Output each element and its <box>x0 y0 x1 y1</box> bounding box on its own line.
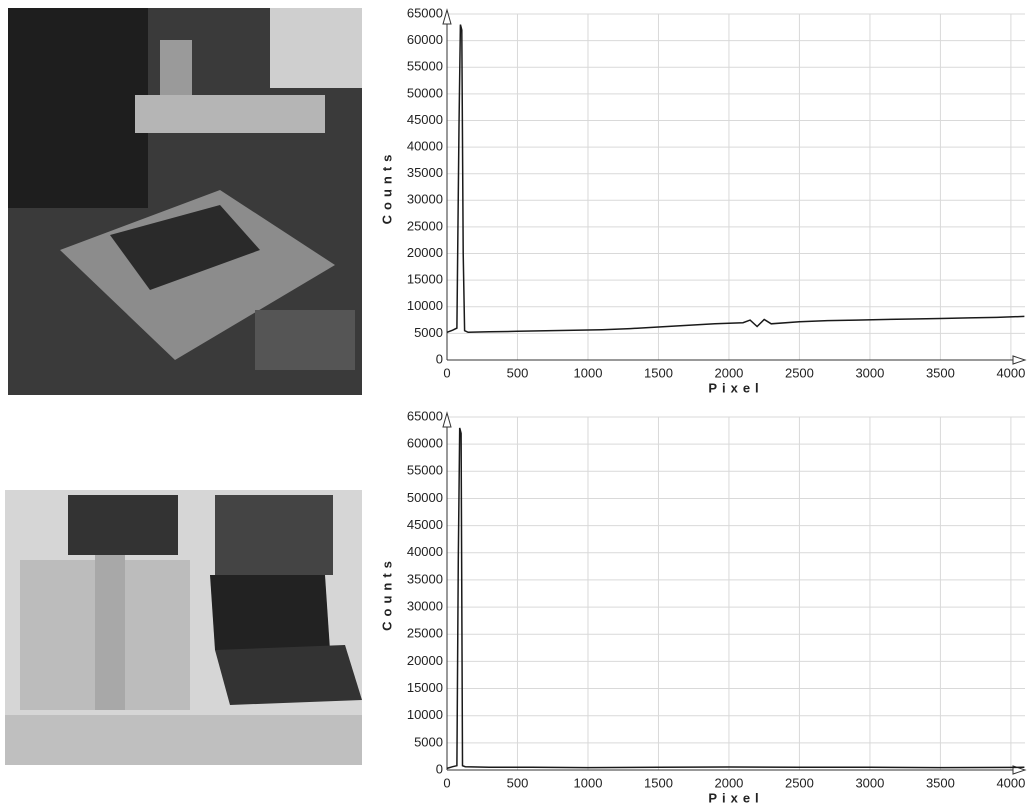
y-tick-label: 25000 <box>407 218 443 233</box>
y-tick-label: 10000 <box>407 298 443 313</box>
y-axis-label: Counts <box>379 150 394 225</box>
y-tick-label: 40000 <box>407 544 443 559</box>
y-tick-label: 15000 <box>407 272 443 287</box>
x-tick-label: 1000 <box>574 365 603 380</box>
y-tick-label: 15000 <box>407 680 443 695</box>
y-tick-label: 25000 <box>407 626 443 641</box>
x-tick-label: 500 <box>507 365 529 380</box>
y-tick-label: 40000 <box>407 139 443 154</box>
x-tick-label: 4000 <box>996 775 1025 790</box>
axis-arrow <box>1012 355 1027 365</box>
y-tick-label: 65000 <box>407 5 443 20</box>
x-tick-label: 500 <box>507 775 529 790</box>
y-tick-label: 45000 <box>407 517 443 532</box>
y-tick-label: 20000 <box>407 653 443 668</box>
data-line <box>446 427 1025 770</box>
x-tick-label: 3500 <box>926 775 955 790</box>
y-tick-label: 5000 <box>414 325 443 340</box>
data-line <box>446 24 1025 334</box>
y-tick-label: 55000 <box>407 463 443 478</box>
x-tick-label: 3500 <box>926 365 955 380</box>
y-tick-label: 60000 <box>407 436 443 451</box>
axis-arrow <box>442 411 452 428</box>
x-axis-label: Pixel <box>708 380 763 395</box>
y-tick-label: 45000 <box>407 112 443 127</box>
x-tick-label: 3000 <box>855 365 884 380</box>
y-tick-label: 10000 <box>407 707 443 722</box>
x-tick-label: 1500 <box>644 365 673 380</box>
y-tick-label: 5000 <box>414 734 443 749</box>
x-tick-label: 0 <box>443 775 450 790</box>
x-tick-label: 2500 <box>785 775 814 790</box>
x-tick-label: 1500 <box>644 775 673 790</box>
y-tick-label: 0 <box>436 351 443 366</box>
y-tick-label: 50000 <box>407 490 443 505</box>
x-tick-label: 2000 <box>714 365 743 380</box>
y-tick-label: 55000 <box>407 59 443 74</box>
y-tick-label: 50000 <box>407 85 443 100</box>
photo-setup <box>8 8 362 395</box>
y-tick-label: 0 <box>436 761 443 776</box>
x-axis-label: Pixel <box>708 790 763 805</box>
y-tick-label: 20000 <box>407 245 443 260</box>
y-tick-label: 35000 <box>407 571 443 586</box>
axis-arrow <box>442 8 452 25</box>
x-tick-label: 3000 <box>855 775 884 790</box>
y-tick-label: 60000 <box>407 32 443 47</box>
y-tick-label: 30000 <box>407 599 443 614</box>
x-tick-label: 4000 <box>996 365 1025 380</box>
photo-lab <box>5 490 362 765</box>
y-tick-label: 65000 <box>407 408 443 423</box>
x-tick-label: 0 <box>443 365 450 380</box>
x-tick-label: 1000 <box>574 775 603 790</box>
y-tick-label: 30000 <box>407 192 443 207</box>
x-tick-label: 2500 <box>785 365 814 380</box>
y-axis-label: Counts <box>379 556 394 631</box>
y-tick-label: 35000 <box>407 165 443 180</box>
x-tick-label: 2000 <box>714 775 743 790</box>
